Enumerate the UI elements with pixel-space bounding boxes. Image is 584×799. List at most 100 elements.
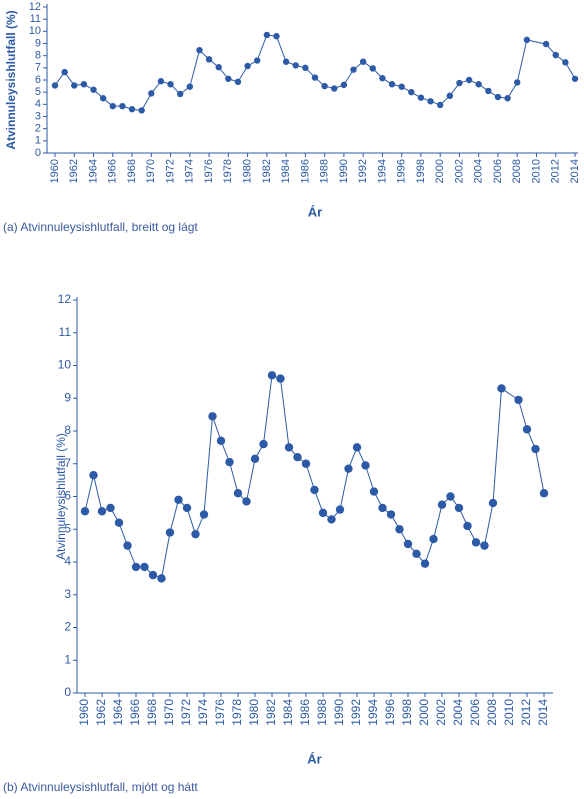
x-tick-label: 1990 [332,699,346,726]
y-tick-label: 4 [64,554,71,568]
x-tick-label: 2008 [485,699,499,726]
x-tick-label: 1978 [222,159,234,183]
data-point [302,64,309,72]
data-point [208,412,217,421]
data-point [471,538,481,547]
data-point [90,86,97,93]
data-point [205,56,213,63]
data-point [378,503,387,513]
x-axis-label: Ár [307,751,321,766]
y-tick-label: 6 [64,489,71,503]
data-point [539,489,549,498]
y-tick-label: 5 [35,86,41,98]
y-tick-label: 0 [35,147,41,159]
data-point [191,529,200,539]
data-point [335,505,345,514]
data-point [446,92,454,100]
x-tick-label: 1984 [281,699,295,726]
y-axis-label: Atvinnuleysishlutfall (%) [54,433,68,560]
x-tick-label: 2006 [492,159,504,183]
data-point [446,492,455,501]
x-tick-label: 2014 [536,699,550,726]
data-point [157,574,166,583]
y-tick-label: 1 [64,652,71,666]
data-point [182,503,192,513]
x-tick-label: 1980 [241,159,253,183]
x-tick-label: 1976 [213,699,227,726]
data-point [494,93,502,101]
data-point [80,507,90,516]
data-point [292,62,299,69]
data-point [485,87,492,95]
data-point [386,510,396,519]
x-tick-label: 1996 [383,699,397,726]
data-point [89,471,98,480]
x-tick-label: 2010 [530,159,542,183]
data-point [318,508,328,518]
x-tick-label: 2010 [502,699,516,726]
x-tick-label: 1964 [87,159,99,183]
x-tick-label: 1986 [298,699,312,726]
y-tick-label: 8 [35,50,41,62]
data-point [359,58,367,65]
y-tick-label: 8 [64,423,71,437]
data-point [429,534,438,544]
data-point [61,68,68,76]
data-point [454,503,464,513]
data-point [199,510,209,519]
y-tick-label: 7 [64,456,71,470]
data-point [99,95,107,102]
x-tick-label: 1974 [196,699,210,726]
data-point [311,74,319,81]
data-point [340,81,348,89]
data-point [128,106,136,113]
x-tick-label: 1992 [349,699,363,726]
data-point [106,503,115,513]
data-line [84,374,545,580]
y-tick-label: 7 [35,62,41,74]
data-point [225,75,232,82]
y-tick-label: 11 [30,13,41,25]
data-point [148,570,158,580]
y-tick-label: 3 [35,110,41,122]
data-point [51,82,59,89]
x-tick-label: 1978 [230,699,244,726]
x-tick-label: 1970 [162,699,176,726]
data-point [514,395,523,405]
x-tick-label: 1986 [299,159,311,183]
data-point [408,88,415,96]
data-point [514,79,521,86]
x-tick-label: 1992 [357,159,369,183]
data-point [167,81,174,88]
data-point [417,94,425,101]
y-tick-label: 10 [29,25,41,37]
data-point [420,559,430,568]
x-tick-label: 1972 [164,159,176,183]
data-point [369,487,379,496]
y-tick-label: 4 [35,98,41,110]
data-point [267,371,277,380]
data-point [388,81,396,88]
x-tick-label: 1970 [145,159,157,183]
x-tick-label: 2008 [511,159,523,183]
x-tick-label: 1974 [184,159,196,183]
data-point [456,79,463,87]
x-tick-label: 1964 [111,699,125,726]
y-axis-label: Atvinnuleysishlutfall (%) [4,10,18,149]
caption: (a) Atvinnuleysishlutfall, breitt og lág… [3,220,198,234]
x-tick-label: 1988 [315,699,329,726]
data-point [310,485,319,495]
x-tick-label: 1990 [338,159,350,183]
x-tick-label: 1968 [145,699,159,726]
data-point [542,40,550,48]
x-tick-label: 1976 [203,159,215,183]
data-point [523,36,531,44]
x-tick-label: 1994 [376,159,388,183]
data-point [273,33,280,40]
data-point [186,83,194,90]
data-point [196,46,203,54]
data-point [131,562,141,572]
data-point [465,76,473,84]
data-point [463,521,472,531]
data-point [301,459,311,468]
